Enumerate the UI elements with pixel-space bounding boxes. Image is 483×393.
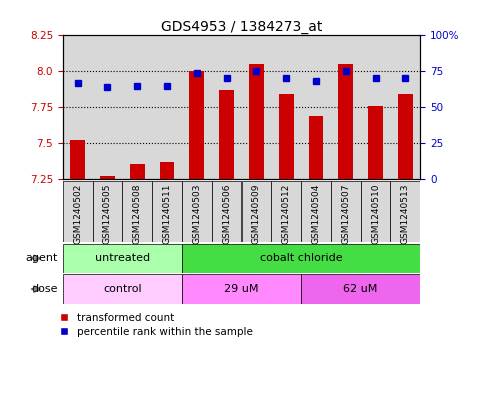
Text: GSM1240513: GSM1240513 — [401, 184, 410, 244]
Bar — [279, 94, 294, 179]
Bar — [301, 35, 331, 179]
Text: control: control — [103, 284, 142, 294]
Bar — [93, 181, 122, 242]
Bar — [63, 244, 182, 273]
Bar — [301, 181, 331, 242]
Text: GSM1240509: GSM1240509 — [252, 184, 261, 244]
Bar — [338, 64, 353, 179]
Text: GSM1240506: GSM1240506 — [222, 184, 231, 244]
Bar — [331, 181, 361, 242]
Text: 62 uM: 62 uM — [343, 284, 378, 294]
Text: GSM1240503: GSM1240503 — [192, 184, 201, 244]
Bar — [189, 71, 204, 179]
Legend: transformed count, percentile rank within the sample: transformed count, percentile rank withi… — [58, 313, 253, 337]
Bar — [271, 181, 301, 242]
Bar — [159, 162, 174, 179]
Text: GSM1240507: GSM1240507 — [341, 184, 350, 244]
Bar — [361, 181, 390, 242]
Bar — [182, 35, 212, 179]
Bar — [390, 35, 420, 179]
Bar — [182, 181, 212, 242]
Text: dose: dose — [31, 284, 58, 294]
Text: GSM1240502: GSM1240502 — [73, 184, 82, 244]
Bar — [309, 116, 324, 179]
Bar — [122, 181, 152, 242]
Bar — [212, 181, 242, 242]
Text: GSM1240511: GSM1240511 — [163, 184, 171, 244]
Bar — [182, 244, 420, 273]
Bar — [100, 176, 115, 179]
Bar — [249, 64, 264, 179]
Text: agent: agent — [26, 253, 58, 263]
Bar — [361, 35, 390, 179]
Bar — [130, 165, 145, 179]
Bar — [122, 35, 152, 179]
Text: cobalt chloride: cobalt chloride — [260, 253, 342, 263]
Bar — [271, 35, 301, 179]
Text: untreated: untreated — [95, 253, 150, 263]
Bar — [63, 274, 182, 304]
Text: GSM1240505: GSM1240505 — [103, 184, 112, 244]
Bar — [219, 90, 234, 179]
Bar — [70, 140, 85, 179]
Bar — [63, 35, 93, 179]
Bar — [242, 35, 271, 179]
Text: GSM1240510: GSM1240510 — [371, 184, 380, 244]
Bar — [63, 181, 93, 242]
Title: GDS4953 / 1384273_at: GDS4953 / 1384273_at — [161, 20, 322, 34]
Bar — [212, 35, 242, 179]
Bar — [368, 106, 383, 179]
Text: GSM1240508: GSM1240508 — [133, 184, 142, 244]
Bar — [398, 94, 413, 179]
Text: 29 uM: 29 uM — [224, 284, 259, 294]
Bar — [152, 181, 182, 242]
Bar — [182, 274, 301, 304]
Bar — [301, 274, 420, 304]
Text: GSM1240504: GSM1240504 — [312, 184, 320, 244]
Text: GSM1240512: GSM1240512 — [282, 184, 291, 244]
Bar — [390, 181, 420, 242]
Bar — [331, 35, 361, 179]
Bar — [93, 35, 122, 179]
Bar — [242, 181, 271, 242]
Bar — [152, 35, 182, 179]
